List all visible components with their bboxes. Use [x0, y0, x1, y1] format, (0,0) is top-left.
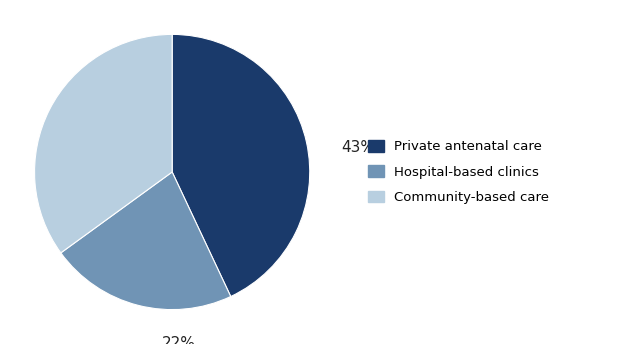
Wedge shape [61, 172, 231, 310]
Wedge shape [172, 34, 310, 297]
Text: 43%: 43% [341, 140, 375, 155]
Legend: Private antenatal care, Hospital-based clinics, Community-based care: Private antenatal care, Hospital-based c… [368, 140, 550, 204]
Text: 22%: 22% [162, 336, 196, 344]
Wedge shape [34, 34, 172, 253]
